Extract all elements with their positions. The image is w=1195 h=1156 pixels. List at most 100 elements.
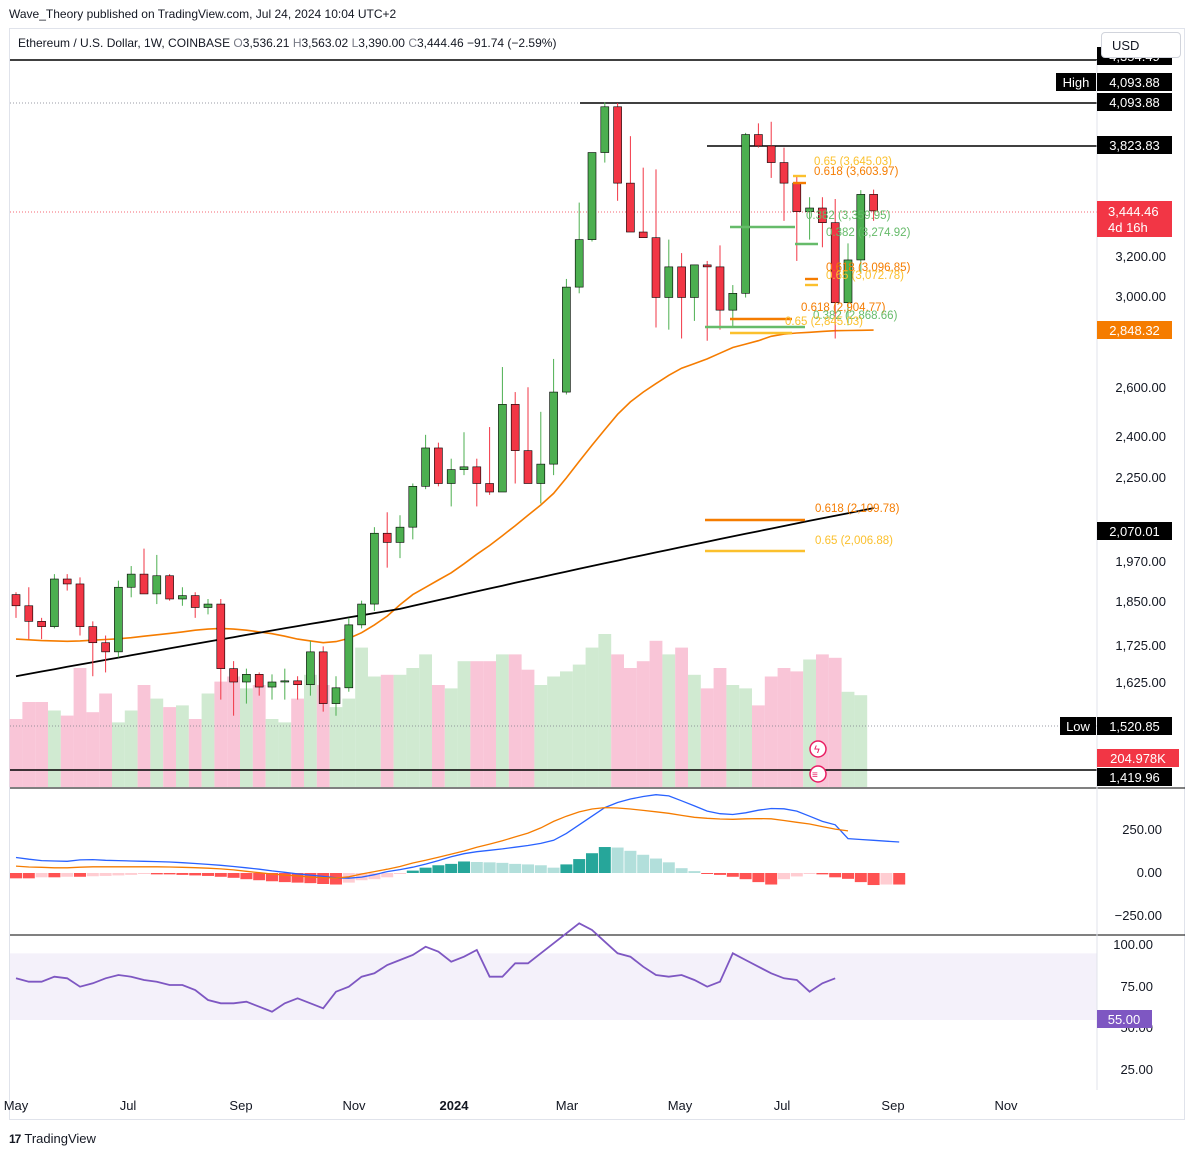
candle-body [139, 573, 149, 595]
macd-histogram-bar [368, 873, 381, 880]
candle-body [408, 486, 418, 528]
resistance-label-box [1097, 136, 1172, 154]
volume-bar [854, 695, 868, 787]
high-value-label: 4,093.88 [1109, 75, 1160, 90]
fib-level-label: 0.618 (2,904.77) [801, 302, 886, 314]
volume-bar [60, 715, 74, 787]
candle-body [702, 264, 712, 268]
high-line-label-box [1097, 93, 1172, 111]
candle-body [203, 603, 213, 608]
macd-histogram-bar [701, 873, 714, 874]
currency-selector[interactable]: USD [1101, 32, 1181, 58]
macd-histogram-bar [790, 873, 803, 877]
macd-histogram-bar [611, 847, 624, 873]
candle-body [843, 259, 853, 304]
candle-body [190, 595, 200, 608]
candle-body [421, 447, 430, 487]
fib-level-label: 0.618 (3,096.85) [826, 262, 911, 274]
fib-level-label: 0.65 (2,006.88) [815, 535, 893, 547]
macd-histogram-bar [291, 873, 304, 883]
macd-histogram-bar [675, 868, 688, 873]
fib-level-label: 0.65 (3,645.03) [814, 156, 892, 168]
volume-bar [9, 719, 23, 787]
lightning-icon [809, 740, 827, 758]
volume-bar [48, 710, 61, 787]
macd-histogram-bar [317, 873, 330, 885]
macd-histogram-bar [522, 864, 534, 873]
volume-bar [675, 647, 688, 787]
price-tick-label: 1,625.00 [1115, 675, 1166, 690]
ema-orange-line [15, 329, 874, 644]
volume-bar [112, 722, 125, 787]
macd-histogram-bar [739, 873, 752, 880]
macd-tick-label: 250.00 [1122, 822, 1162, 837]
volume-bar [329, 707, 343, 787]
rsi-value-label: 55.00 [1108, 1012, 1141, 1027]
macd-histogram-bar [125, 873, 138, 875]
macd-histogram-bar [509, 863, 522, 873]
macd-histogram-bar [880, 873, 893, 885]
macd-histogram-bar [637, 854, 650, 873]
macd-pane [10, 794, 906, 886]
candle-body [318, 651, 328, 704]
macd-histogram-bar [842, 873, 854, 879]
ema-orange-label: 2,848.32 [1109, 323, 1160, 338]
volume-bar [252, 685, 266, 787]
candle-body [126, 573, 136, 588]
symbol-name[interactable]: Ethereum / U.S. Dollar, 1W, COINBASE [18, 36, 231, 50]
volume-bar [688, 674, 701, 787]
price-tick-label: 2,600.00 [1115, 380, 1166, 395]
macd-histogram-bar [726, 873, 739, 877]
candle-body [382, 532, 392, 543]
volume-bar [188, 719, 202, 787]
time-tick-label: Mar [556, 1098, 579, 1113]
candle-body [728, 293, 738, 311]
volume-bar [227, 676, 240, 787]
candle-body [600, 106, 610, 153]
candle-body [498, 404, 507, 493]
volume-bar [291, 698, 304, 787]
candle-body [434, 447, 443, 484]
rsi-pane [10, 922, 1097, 1020]
volume-bar [483, 661, 496, 787]
macd-histogram-bar [483, 862, 496, 873]
volume-bar [457, 661, 471, 787]
macd-histogram-bar [278, 873, 291, 883]
price-pane: 0.65 (3,645.03)0.618 (3,603.97) 0.382 (3,… [9, 59, 1097, 787]
volume-bar [432, 685, 445, 787]
price-tick-label: 1,725.00 [1115, 638, 1166, 653]
volume-bar [508, 654, 522, 787]
fib-level-label: 0.65 (2,845.03) [785, 316, 863, 328]
fib-level-label: 0.382 (2,868.66) [813, 310, 898, 322]
fib-level-label: 0.618 (3,603.97) [814, 166, 899, 178]
candle-body [664, 266, 674, 298]
volume-bar [726, 685, 740, 787]
volume-bar [265, 719, 279, 787]
candle-body [178, 595, 187, 600]
candle-body [254, 674, 264, 688]
macd-histogram-bar [432, 865, 445, 873]
macd-histogram-bar [445, 863, 458, 873]
candle-body [510, 404, 520, 451]
candle-body [574, 239, 584, 288]
volume-bar [419, 654, 432, 787]
low-value: 3,390.00 [358, 36, 405, 50]
volume-bar [739, 688, 752, 787]
candle-body [536, 463, 546, 484]
candle-body [626, 182, 635, 233]
macd-tick-label: −250.00 [1115, 908, 1162, 923]
macd-histogram-bar [74, 873, 86, 877]
candle-body [331, 687, 341, 704]
candle-body [370, 532, 379, 605]
sma-black-line [15, 507, 874, 678]
volume-bar [636, 661, 650, 787]
volume-bar [380, 674, 394, 787]
footer-brand[interactable]: 17 TradingView [9, 1131, 96, 1146]
change-value: −91.74 (−2.59%) [467, 36, 557, 50]
candle-body [830, 222, 840, 304]
volume-bar [22, 702, 36, 787]
volume-bar [240, 688, 253, 787]
high-value-label-box [1097, 73, 1172, 91]
candle-body [805, 207, 814, 212]
